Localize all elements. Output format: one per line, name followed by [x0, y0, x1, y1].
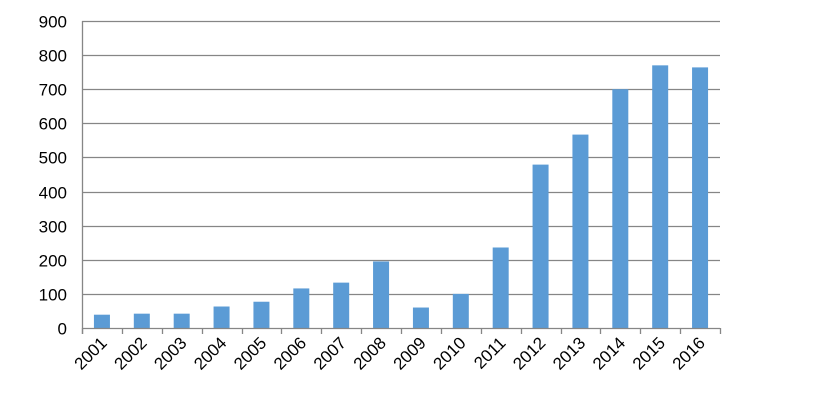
bar-2001 — [93, 314, 110, 328]
bar-2002 — [133, 313, 150, 328]
y-tick-label: 900 — [39, 13, 67, 32]
axes — [81, 21, 722, 334]
x-tick-label: 2013 — [549, 333, 589, 373]
bar-2005 — [253, 301, 270, 328]
bar-2008 — [373, 261, 390, 328]
y-axis-tick-labels: 0 100 200 300 400 500 600 700 800 900 — [39, 13, 67, 339]
y-tick-label: 400 — [39, 184, 67, 203]
bars — [93, 65, 709, 328]
x-tick-label: 2014 — [589, 333, 629, 373]
x-tick-label: 2005 — [230, 333, 270, 373]
bar-2007 — [333, 282, 350, 328]
x-tick-label: 2016 — [669, 333, 709, 373]
x-tick-label: 2004 — [190, 333, 230, 373]
bar-2011 — [492, 247, 509, 328]
x-tick-label: 2002 — [110, 333, 150, 373]
x-tick-label: 2008 — [350, 333, 390, 373]
y-tick-label: 300 — [39, 218, 67, 237]
y-tick-label: 800 — [39, 47, 67, 66]
bar-2010 — [452, 293, 469, 328]
bar-2004 — [213, 306, 230, 328]
y-tick-label: 500 — [39, 149, 67, 168]
y-tick-label: 100 — [39, 286, 67, 305]
y-tick-label: 0 — [58, 320, 67, 339]
x-tick-label: 2007 — [310, 333, 350, 373]
y-tick-label: 200 — [39, 252, 67, 271]
y-tick-label: 600 — [39, 115, 67, 134]
x-tick-label: 2009 — [390, 333, 430, 373]
x-tick-label: 2011 — [470, 333, 509, 372]
bar-2014 — [612, 89, 629, 328]
x-tick-label: 2010 — [429, 333, 469, 373]
x-tick-label: 2003 — [150, 333, 190, 373]
x-tick-label: 2001 — [71, 333, 111, 373]
gridlines — [82, 20, 720, 296]
x-axis-tick-labels: 2001 2002 2003 2004 2005 2006 2007 2008 2009 2010… — [71, 333, 709, 373]
bar-2003 — [173, 313, 190, 328]
x-tick-label: 2012 — [509, 333, 549, 373]
x-tick-label: 2006 — [270, 333, 310, 373]
bar-2009 — [412, 307, 429, 328]
bar-2015 — [652, 65, 669, 328]
y-tick-label: 700 — [39, 81, 67, 100]
x-tick-label: 2015 — [629, 333, 669, 373]
bar-2006 — [293, 288, 310, 328]
bar-2013 — [572, 134, 589, 328]
bar-2016 — [692, 67, 709, 328]
bar-2012 — [532, 164, 549, 328]
